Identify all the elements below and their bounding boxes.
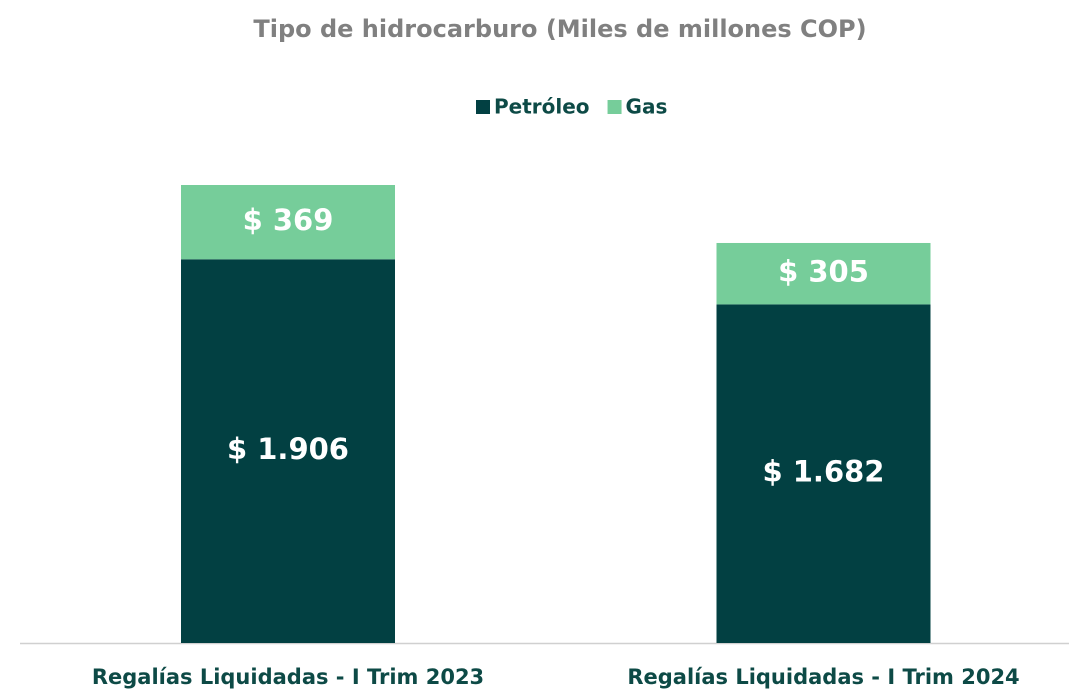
legend-label: Petróleo [494, 95, 590, 119]
value-label: $ 369 [243, 203, 334, 237]
bar-segment [716, 242, 931, 305]
value-label: $ 305 [778, 255, 869, 289]
legend-label: Gas [626, 95, 668, 119]
x-tick-label: Regalías Liquidadas - I Trim 2024 [627, 665, 1019, 689]
bar-segment [181, 259, 395, 643]
bar-segment [716, 304, 931, 643]
x-tick-label: Regalías Liquidadas - I Trim 2023 [92, 665, 484, 689]
legend-swatch [476, 100, 490, 114]
legend-swatch [607, 100, 622, 114]
chart-title: Tipo de hidrocarburo (Miles de millones … [253, 15, 866, 43]
value-label: $ 1.906 [227, 432, 349, 466]
bar-segment [181, 185, 395, 260]
value-label: $ 1.682 [762, 455, 884, 489]
